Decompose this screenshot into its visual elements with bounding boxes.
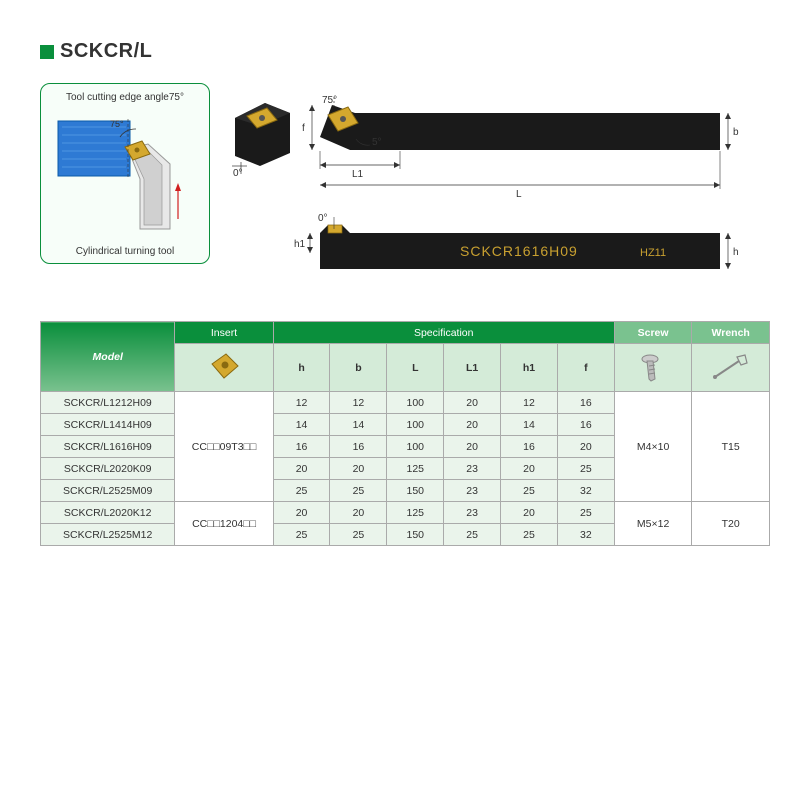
col-L1: L1 [444,344,501,392]
spec-table: Model Insert Specification Screw Wrench … [40,321,770,546]
svg-text:75°: 75° [322,95,337,106]
spec-cell: 32 [557,524,614,546]
spec-cell: 25 [444,524,501,546]
spec-cell: 14 [501,414,558,436]
cutting-angle-diagram: 75° [50,109,200,239]
model-cell: SCKCR/L1212H09 [41,392,175,414]
col-spec: Specification [273,322,614,344]
spec-cell: 25 [330,524,387,546]
spec-cell: 20 [557,436,614,458]
model-cell: SCKCR/L2020K12 [41,502,175,524]
spec-cell: 12 [330,392,387,414]
header-row-1: Model Insert Specification Screw Wrench [41,322,770,344]
screw-cell: M4×10 [614,392,692,502]
col-model: Model [41,322,175,392]
spec-cell: 20 [273,502,330,524]
svg-text:L1: L1 [352,169,364,180]
spec-cell: 16 [330,436,387,458]
wrench-cell: T20 [692,502,770,546]
insert-icon [175,344,273,392]
svg-text:h1: h1 [294,239,306,250]
wrench-icon [692,344,770,392]
spec-cell: 14 [330,414,387,436]
spec-cell: 20 [444,414,501,436]
screw-cell: M5×12 [614,502,692,546]
spec-cell: 25 [273,524,330,546]
spec-cell: 16 [557,414,614,436]
spec-cell: 23 [444,480,501,502]
page-title-row: SCKCR/L [40,40,770,63]
svg-text:HZ11: HZ11 [640,247,666,259]
svg-text:f: f [302,123,305,134]
spec-cell: 20 [501,502,558,524]
svg-text:L: L [516,189,522,200]
svg-text:0°: 0° [318,213,328,224]
col-wrench: Wrench [692,322,770,344]
spec-cell: 25 [501,524,558,546]
page-title: SCKCR/L [60,40,152,63]
screw-icon [614,344,692,392]
col-b: b [330,344,387,392]
col-insert: Insert [175,322,273,344]
col-h1: h1 [501,344,558,392]
model-cell: SCKCR/L2525M12 [41,524,175,546]
spec-cell: 25 [557,458,614,480]
svg-text:SCKCR1616H09: SCKCR1616H09 [460,243,578,259]
svg-text:h: h [733,247,739,258]
title-bullet-icon [40,45,54,59]
model-cell: SCKCR/L2020K09 [41,458,175,480]
spec-cell: 25 [330,480,387,502]
spec-cell: 32 [557,480,614,502]
model-cell: SCKCR/L2525M09 [41,480,175,502]
svg-text:75°: 75° [110,119,124,129]
spec-cell: 20 [273,458,330,480]
table-row: SCKCR/L2020K12CC□□1204□□2020125232025M5×… [41,502,770,524]
spec-cell: 100 [387,414,444,436]
col-f: f [557,344,614,392]
spec-cell: 16 [273,436,330,458]
spec-cell: 25 [557,502,614,524]
spec-cell: 20 [330,502,387,524]
diagram-area: Tool cutting edge angle75° 75° [40,83,770,296]
tool-drawings: 0° 75° 5° f [225,83,745,293]
spec-cell: 12 [273,392,330,414]
spec-cell: 25 [501,480,558,502]
spec-cell: 100 [387,392,444,414]
model-cell: SCKCR/L1616H09 [41,436,175,458]
col-L: L [387,344,444,392]
spec-cell: 20 [330,458,387,480]
wrench-cell: T15 [692,392,770,502]
spec-cell: 150 [387,480,444,502]
spec-cell: 16 [557,392,614,414]
spec-cell: 23 [444,458,501,480]
spec-cell: 100 [387,436,444,458]
col-h: h [273,344,330,392]
infobox-header: Tool cutting edge angle75° [47,92,203,103]
table-row: SCKCR/L1212H09CC□□09T3□□1212100201216M4×… [41,392,770,414]
svg-text:5°: 5° [372,137,382,148]
spec-cell: 16 [501,436,558,458]
insert-cell: CC□□1204□□ [175,502,273,546]
spec-cell: 150 [387,524,444,546]
spec-cell: 20 [444,392,501,414]
spec-cell: 14 [273,414,330,436]
spec-cell: 20 [501,458,558,480]
cutting-angle-infobox: Tool cutting edge angle75° 75° [40,83,210,264]
infobox-caption: Cylindrical turning tool [47,246,203,257]
spec-cell: 125 [387,458,444,480]
spec-cell: 20 [444,436,501,458]
spec-cell: 12 [501,392,558,414]
spec-cell: 25 [273,480,330,502]
spec-cell: 23 [444,502,501,524]
spec-cell: 125 [387,502,444,524]
insert-cell: CC□□09T3□□ [175,392,273,502]
col-screw: Screw [614,322,692,344]
tool-views: 0° 75° 5° f [225,83,770,296]
model-cell: SCKCR/L1414H09 [41,414,175,436]
svg-text:b: b [733,127,739,138]
